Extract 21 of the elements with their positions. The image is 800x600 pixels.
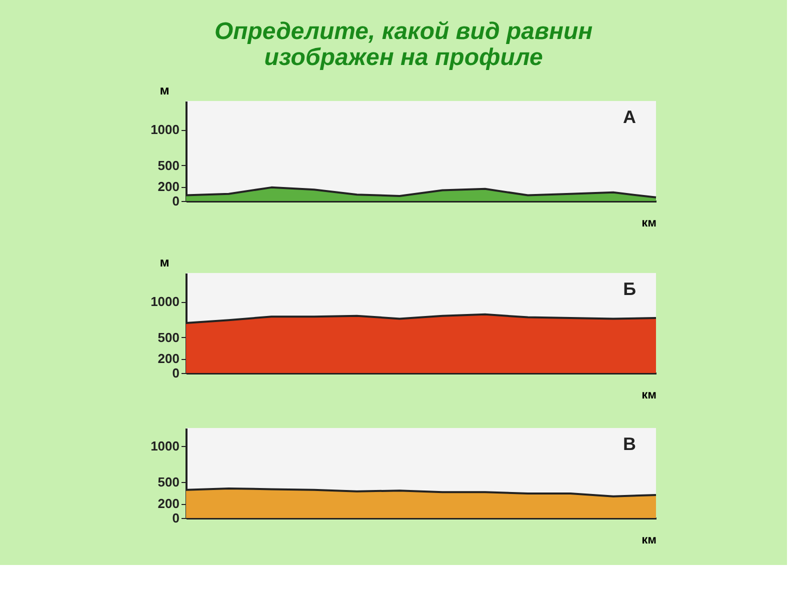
x-axis-title: км: [642, 216, 657, 230]
annotation: А: [623, 107, 636, 127]
chart-title: Определите, какой вид равнин изображен на профиле: [214, 18, 594, 71]
y-tick-label: 500: [158, 330, 180, 345]
y-tick-label: 200: [158, 351, 180, 366]
y-tick-label: 1000: [150, 122, 180, 138]
x-axis-title: км: [642, 532, 657, 546]
y-tick-label: 200: [158, 496, 180, 512]
y-axis-title: м: [160, 254, 170, 270]
annotation: Б: [623, 279, 636, 299]
y-axis-title: м: [160, 82, 170, 98]
y-tick-label: 0: [172, 194, 180, 208]
y-tick-label: 200: [158, 179, 180, 194]
annotation: В: [623, 434, 636, 454]
y-tick-label: 0: [172, 510, 180, 526]
y-tick-label: 1000: [150, 438, 180, 454]
y-tick-label: 1000: [150, 294, 180, 310]
y-tick-label: 0: [172, 366, 180, 380]
x-axis-title: км: [642, 388, 657, 402]
y-tick-label: 500: [158, 474, 180, 490]
y-tick-label: 500: [158, 158, 180, 173]
